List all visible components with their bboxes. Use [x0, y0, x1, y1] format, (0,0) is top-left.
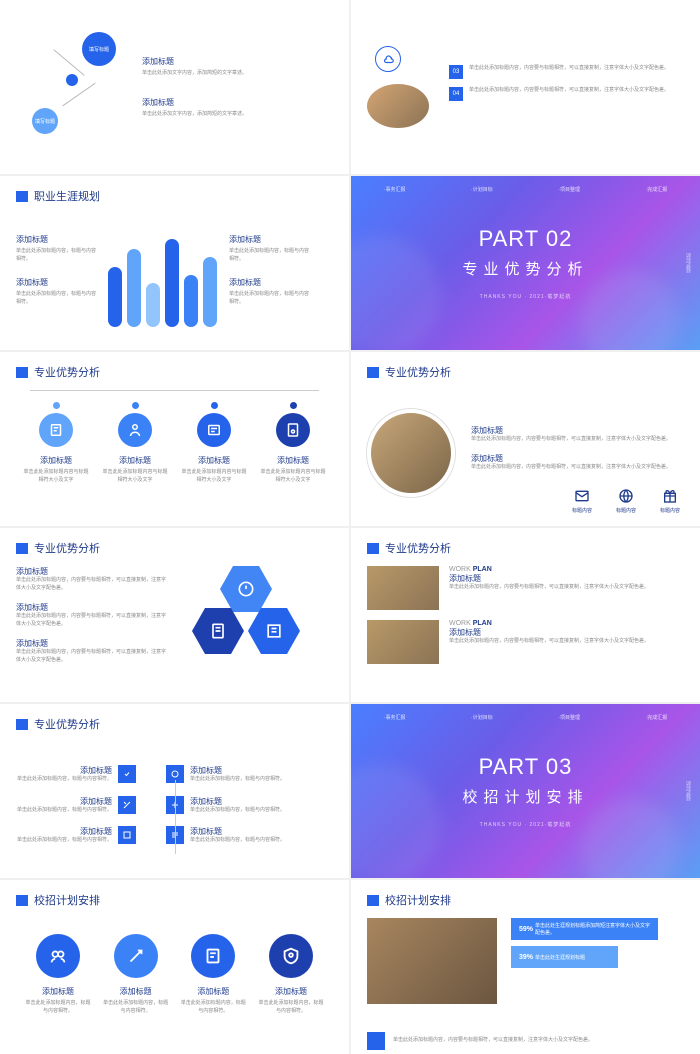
bubble-diagram: 填写标题 填写标题 — [24, 32, 124, 142]
mail-icon: 标题内容 — [572, 488, 592, 514]
globe-icon: 标题内容 — [616, 488, 636, 514]
grid-item: 添加标题单击此处添加标题内容，标题与内容相符。 — [16, 796, 136, 815]
grid-item: 添加标题单击此处添加标题内容，标题与内容相符。 — [166, 826, 286, 845]
progress-59: 59% 单击此处生涯规划标题添加简短注意字体大小及文字配色差。 — [511, 918, 658, 940]
progress-39: 39% 单击此处生涯规划标题 — [511, 946, 618, 968]
icon-item-4: 添加标题单击此处添加标题内容，标题与内容相符。 — [257, 934, 325, 1015]
text-item-1: 添加标题单击此处添加标题内容，内容要与标题相符，可以直接复制，注意字体大小及文字… — [471, 425, 684, 444]
part-number: PART 02 — [479, 226, 573, 252]
circle-small — [66, 74, 78, 86]
team-photo — [367, 918, 497, 1004]
grid-item: 添加标题单击此处添加标题内容，标题与内容相符。 — [16, 826, 136, 845]
step-3: 添加标题单击此处添加标题内容与标题相符大小及文字 — [180, 402, 248, 484]
gift-icon: 标题内容 — [660, 488, 680, 514]
step-2: 添加标题单击此处添加标题内容与标题相符大小及文字 — [101, 402, 169, 484]
slide-4-divider: ·事务汇报·计划目标·项目整理·完成汇报 载梦起航 PART 02 专业优势分析… — [351, 176, 700, 350]
item-2: 添加标题单击此处添加文字内容，添加简短的文字章述。 — [142, 97, 247, 118]
part-title: 专业优势分析 — [462, 258, 588, 279]
step-1: 添加标题单击此处添加标题内容与标题相符大小及文字 — [22, 402, 90, 484]
slide-title: 职业生涯规划 — [34, 188, 100, 204]
photo-2 — [367, 620, 439, 664]
slide-5: 专业优势分析 添加标题单击此处添加标题内容与标题相符大小及文字添加标题单击此处添… — [0, 352, 349, 526]
bar-chart — [108, 227, 217, 327]
slide-6: 专业优势分析 添加标题单击此处添加标题内容，内容要与标题相符，可以直接复制，注意… — [351, 352, 700, 526]
slide-7: 专业优势分析 添加标题单击此处添加标题内容，内容要与标题相符，可以直接复制，注意… — [0, 528, 349, 702]
chart-label-right-1: 添加标题单击此处添加标题内容，标题与内容相符。 — [229, 234, 309, 263]
slide-grid: 填写标题 填写标题 添加标题单击此处添加文字内容，添加简短的文字章述。 添加标题… — [0, 0, 700, 1054]
grid-item: 添加标题单击此处添加标题内容，标题与内容相符。 — [16, 765, 136, 784]
chart-label-left-1: 添加标题单击此处添加标题内容，标题与内容相符。 — [16, 234, 96, 263]
work-plan-1: WORK PLAN添加标题单击此处添加标题内容，内容要与标题相符，可以直接复制，… — [367, 566, 684, 610]
work-plan-2: WORK PLAN添加标题单击此处添加标题内容，内容要与标题相符，可以直接复制，… — [367, 620, 684, 664]
slide-12: 校招计划安排 59% 单击此处生涯规划标题添加简短注意字体大小及文字配色差。 3… — [351, 880, 700, 1054]
slide-11: 校招计划安排 添加标题单击此处添加标题内容，标题与内容相符。添加标题单击此处添加… — [0, 880, 349, 1054]
icon-item-1: 添加标题单击此处添加标题内容，标题与内容相符。 — [24, 934, 92, 1015]
bullet-3: 添加标题单击此处添加标题内容，内容要与标题相符，可以直接复制，注意字体大小及文字… — [16, 638, 166, 664]
photo-oval — [367, 84, 429, 128]
num-item-3: 03单击此处添加标题内容，内容要与标题相符，可以直接复制，注意字体大小及文字配色… — [449, 65, 684, 79]
text-item-2: 添加标题单击此处添加标题内容，内容要与标题相符，可以直接复制，注意字体大小及文字… — [471, 453, 684, 472]
num-item-4: 04单击此处添加标题内容，内容要与标题相符，可以直接复制，注意字体大小及文字配色… — [449, 87, 684, 101]
slide-9: 专业优势分析 添加标题单击此处添加标题内容，标题与内容相符。添加标题单击此处添加… — [0, 704, 349, 878]
icon-item-3: 添加标题单击此处添加标题内容，标题与内容相符。 — [179, 934, 247, 1015]
step-4: 添加标题单击此处添加标题内容与标题相符大小及文字 — [259, 402, 327, 484]
circle-large: 填写标题 — [82, 32, 116, 66]
hexagon-cluster — [186, 566, 306, 686]
photo-1 — [367, 566, 439, 610]
chart-label-left-2: 添加标题单击此处添加标题内容，标题与内容相符。 — [16, 277, 96, 306]
slide-3: 职业生涯规划 添加标题单击此处添加标题内容，标题与内容相符。 添加标题单击此处添… — [0, 176, 349, 350]
item-1: 添加标题单击此处添加文字内容，添加简短的文字章述。 — [142, 56, 247, 77]
slide-10-divider: ·事务汇报·计划目标·项目整理·完成汇报 载梦起航 PART 03 校招计划安排… — [351, 704, 700, 878]
chart-label-right-2: 添加标题单击此处添加标题内容，标题与内容相符。 — [229, 277, 309, 306]
top-nav: ·事务汇报·计划目标·项目整理·完成汇报 — [351, 186, 700, 193]
icon-item-2: 添加标题单击此处添加标题内容，标题与内容相符。 — [102, 934, 170, 1015]
circle-medium: 填写标题 — [32, 108, 58, 134]
cloud-icon — [375, 46, 401, 72]
slide-2: 03单击此处添加标题内容，内容要与标题相符，可以直接复制，注意字体大小及文字配色… — [351, 0, 700, 174]
bullet-1: 添加标题单击此处添加标题内容，内容要与标题相符，可以直接复制，注意字体大小及文字… — [16, 566, 166, 592]
grid-item: 添加标题单击此处添加标题内容，标题与内容相符。 — [166, 796, 286, 815]
slide-1: 填写标题 填写标题 添加标题单击此处添加文字内容，添加简短的文字章述。 添加标题… — [0, 0, 349, 174]
circle-photo — [367, 409, 455, 497]
grid-item: 添加标题单击此处添加标题内容，标题与内容相符。 — [166, 765, 286, 784]
slide-8: 专业优势分析 WORK PLAN添加标题单击此处添加标题内容，内容要与标题相符，… — [351, 528, 700, 702]
bullet-2: 添加标题单击此处添加标题内容，内容要与标题相符，可以直接复制，注意字体大小及文字… — [16, 602, 166, 628]
